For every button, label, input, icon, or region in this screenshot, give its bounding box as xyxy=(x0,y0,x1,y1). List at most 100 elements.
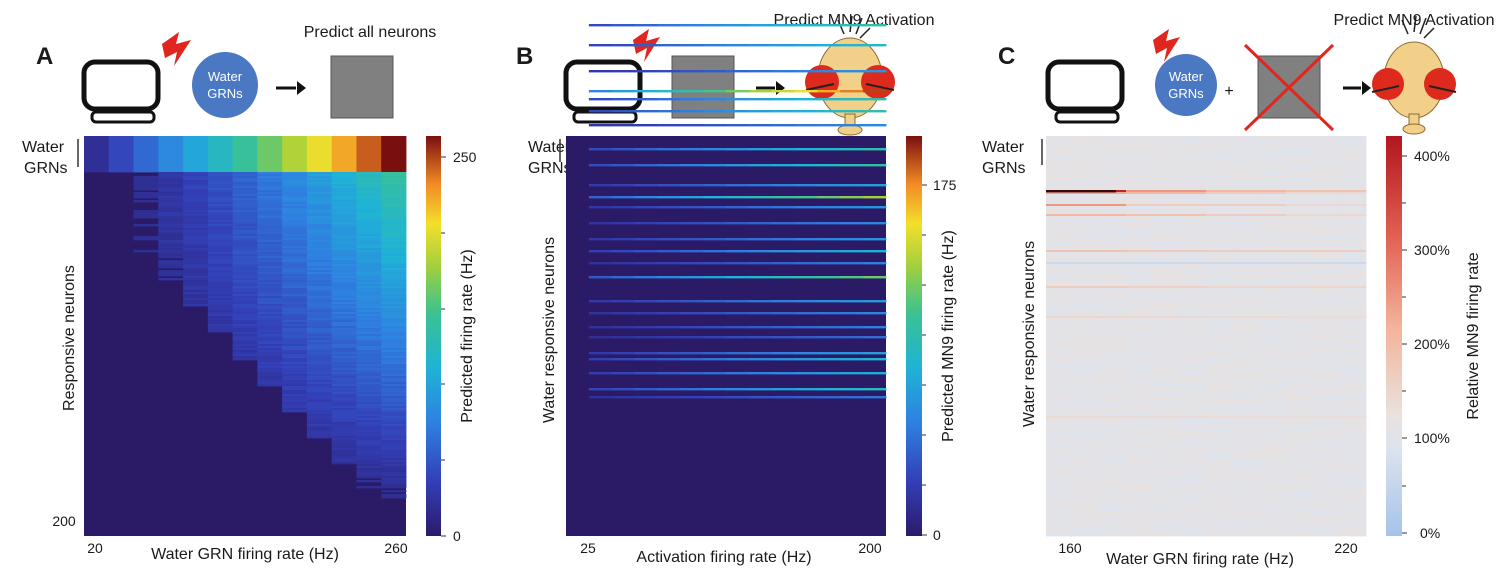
heatmap-c-cell xyxy=(1206,454,1234,457)
heatmap-a-cell xyxy=(331,246,357,249)
heatmap-c-cell xyxy=(1339,502,1367,505)
heatmap-a-cell xyxy=(207,264,234,267)
heatmap-a-cell xyxy=(232,208,258,211)
heatmap-a-cell xyxy=(381,184,407,187)
heatmap-a-cell xyxy=(282,378,308,381)
colorbar-c xyxy=(1386,136,1402,536)
heatmap-c-cell xyxy=(1206,346,1234,349)
heatmap-c-cell xyxy=(1206,220,1234,223)
heatmap-c-cell xyxy=(1312,160,1340,163)
heatmap-c-cell xyxy=(1072,206,1100,209)
heatmap-c-cell xyxy=(1312,180,1340,183)
heatmap-c-cell xyxy=(1259,382,1287,385)
heatmap-a-cell xyxy=(232,154,258,157)
heatmap-c-cell xyxy=(1312,434,1340,437)
heatmap-c-cell xyxy=(1072,176,1100,179)
heatmap-a-cell xyxy=(232,350,258,353)
panel-a-caption: Predict all neurons xyxy=(304,24,437,41)
heatmap-c-cell xyxy=(1046,282,1074,285)
heatmap-c-cell xyxy=(1339,466,1367,469)
heatmap-c-cell xyxy=(1072,398,1100,401)
heatmap-c-cell xyxy=(1312,276,1340,279)
heatmap-a-cell xyxy=(381,232,407,235)
heatmap-c-cell xyxy=(1152,436,1180,439)
heatmap-c-cell xyxy=(1232,256,1260,259)
heatmap-c-cell xyxy=(1046,310,1074,313)
heatmap-c-cell xyxy=(1152,146,1180,149)
heatmap-c-cell xyxy=(1312,336,1340,339)
heatmap-c-cell xyxy=(1126,434,1154,437)
heatmap-a-cell xyxy=(306,194,333,197)
heatmap-a-cell xyxy=(257,294,283,297)
heatmap-b-cell xyxy=(680,110,704,113)
heatmap-c-cell xyxy=(1312,156,1340,159)
heatmap-a-cell xyxy=(207,302,234,305)
heatmap-c-cell xyxy=(1259,280,1287,283)
heatmap-a-cell xyxy=(232,284,258,287)
heatmap-b-cell xyxy=(726,148,750,151)
heatmap-b-cell xyxy=(634,326,658,329)
heatmap-c-cell xyxy=(1312,238,1340,241)
heatmap-c-cell xyxy=(1179,338,1207,341)
heatmap-c-cell xyxy=(1286,422,1314,425)
heatmap-a-cell xyxy=(381,380,407,383)
heatmap-a-cell xyxy=(331,406,357,409)
heatmap-b-cell xyxy=(794,98,818,101)
heatmap-c-cell xyxy=(1312,418,1340,421)
heatmap-a-cell xyxy=(356,468,382,471)
heatmap-c-cell xyxy=(1152,392,1180,395)
heatmap-a-cell xyxy=(183,302,209,305)
heatmap-b-cell xyxy=(703,372,727,375)
heatmap-b-cell xyxy=(748,24,773,27)
heatmap-c-cell xyxy=(1126,448,1154,451)
heatmap-c-cell xyxy=(1312,280,1340,283)
heatmap-c-cell xyxy=(1259,398,1287,401)
heatmap-a-cell xyxy=(381,236,407,239)
heatmap-c-cell xyxy=(1259,454,1287,457)
heatmap-c-cell xyxy=(1339,524,1367,527)
heatmap-c-cell xyxy=(1312,530,1340,533)
heatmap-c-cell xyxy=(1232,322,1260,325)
heatmap-a-cell xyxy=(306,188,333,191)
heatmap-c-cell xyxy=(1339,370,1367,373)
heatmap-b-cell xyxy=(863,90,887,93)
heatmap-c-cell xyxy=(1126,428,1154,431)
heatmap-c-cell xyxy=(1099,454,1127,457)
heatmap-b-cell xyxy=(588,250,613,253)
heatmap-a-cell xyxy=(232,160,258,163)
heatmap-c-cell xyxy=(1179,350,1207,353)
heatmap-c-cell xyxy=(1339,398,1367,401)
heatmap-c-cell xyxy=(1232,444,1260,447)
heatmap-c-cell xyxy=(1312,294,1340,297)
heatmap-c-cell xyxy=(1232,424,1260,427)
heatmap-c-cell xyxy=(1259,352,1287,355)
heatmap-c-cell xyxy=(1179,522,1207,525)
heatmap-c-cell xyxy=(1339,190,1367,193)
group-label-grns: GRNs xyxy=(24,160,68,177)
heatmap-b-cell xyxy=(794,250,818,253)
heatmap-b-cell xyxy=(703,24,727,27)
heatmap-c-cell xyxy=(1259,360,1287,363)
heatmap-a-cell xyxy=(356,452,382,455)
heatmap-a-cell xyxy=(282,158,308,161)
heatmap-a-cell xyxy=(257,332,283,335)
heatmap-c-cell xyxy=(1339,246,1367,249)
heatmap-c-cell xyxy=(1126,530,1154,533)
heatmap-a-cell xyxy=(381,394,407,397)
heatmap-c-cell xyxy=(1259,430,1287,433)
heatmap-c-cell xyxy=(1099,312,1127,315)
heatmap-a-cell xyxy=(356,422,382,425)
heatmap-c-cell xyxy=(1206,150,1234,153)
heatmap-c-cell xyxy=(1072,226,1100,229)
heatmap-a-cell xyxy=(183,152,209,155)
heatmap-b-cell xyxy=(794,110,818,113)
heatmap-b-cell xyxy=(703,276,727,279)
heatmap-a-cell xyxy=(356,266,382,269)
heatmap-a-cell xyxy=(306,300,333,303)
heatmap-c-cell xyxy=(1046,498,1074,501)
heatmap-c-cell xyxy=(1072,362,1100,365)
heatmap-c-cell xyxy=(1206,196,1234,199)
heatmap-c-cell xyxy=(1259,156,1287,159)
heatmap-c-cell xyxy=(1099,362,1127,365)
heatmap-c-cell xyxy=(1312,296,1340,299)
